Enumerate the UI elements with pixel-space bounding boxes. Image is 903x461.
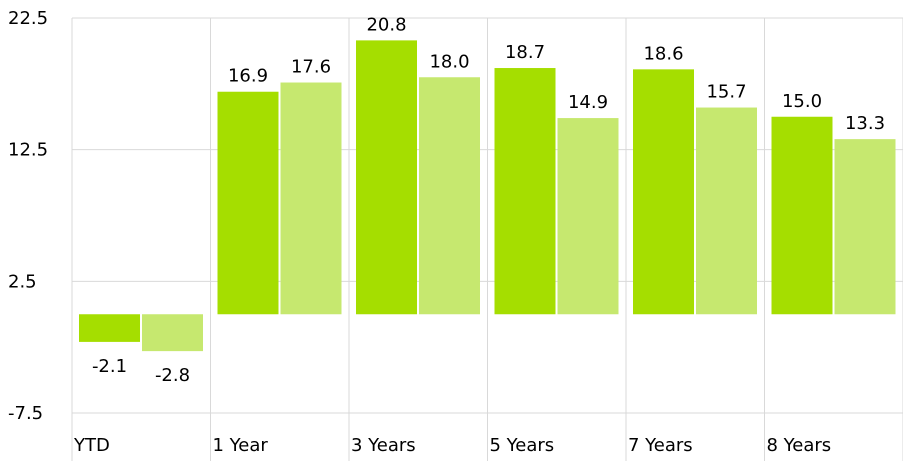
- bar-series-1: [356, 40, 417, 315]
- bar-series-1: [633, 69, 694, 315]
- data-label: 20.8: [366, 14, 406, 35]
- bar-series-2: [280, 82, 342, 315]
- bar-series-1: [494, 68, 556, 315]
- bar-series-2: [557, 118, 619, 315]
- data-label: 15.0: [782, 91, 822, 112]
- data-label: 17.6: [291, 57, 331, 78]
- gridlines: [71, 17, 903, 461]
- data-label: 15.7: [706, 82, 746, 103]
- bars: [79, 40, 896, 352]
- bar-series-2: [142, 314, 203, 352]
- y-axis: 22.5 12.5 2.5 -7.5: [8, 8, 48, 424]
- data-label: 18.6: [643, 43, 683, 64]
- bar-series-1: [217, 91, 279, 315]
- data-label: -2.1: [92, 356, 127, 377]
- bar-series-1: [79, 314, 140, 342]
- x-tick-label: 8 Years: [767, 435, 832, 456]
- bar-series-2: [419, 77, 480, 315]
- y-tick-label: 22.5: [8, 8, 48, 29]
- x-tick-label: 7 Years: [628, 435, 693, 456]
- bar-series-2: [696, 107, 757, 315]
- bar-series-2: [834, 139, 896, 315]
- data-labels: -2.1 -2.8 16.9 17.6 20.8 18.0 18.7 14.9 18.6 15.7…: [92, 14, 885, 386]
- y-tick-label: 12.5: [8, 140, 48, 161]
- x-tick-label: YTD: [73, 435, 110, 456]
- data-label: 16.9: [228, 66, 268, 87]
- bar-series-1: [771, 116, 833, 315]
- x-tick-label: 1 Year: [213, 435, 269, 456]
- data-label: 18.0: [429, 51, 469, 72]
- data-label: 18.7: [505, 42, 545, 63]
- x-axis: YTD 1 Year 3 Years 5 Years 7 Years 8 Years: [73, 435, 831, 456]
- data-label: 13.3: [845, 113, 885, 134]
- y-tick-label: 2.5: [8, 271, 37, 292]
- x-tick-label: 3 Years: [351, 435, 416, 456]
- data-label: -2.8: [155, 365, 190, 386]
- y-tick-label: -7.5: [8, 403, 43, 424]
- data-label: 14.9: [568, 92, 608, 113]
- x-tick-label: 5 Years: [490, 435, 555, 456]
